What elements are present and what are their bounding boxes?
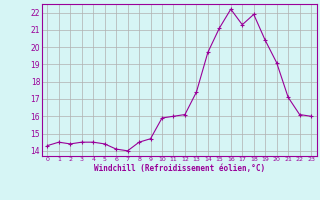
X-axis label: Windchill (Refroidissement éolien,°C): Windchill (Refroidissement éolien,°C) <box>94 164 265 173</box>
